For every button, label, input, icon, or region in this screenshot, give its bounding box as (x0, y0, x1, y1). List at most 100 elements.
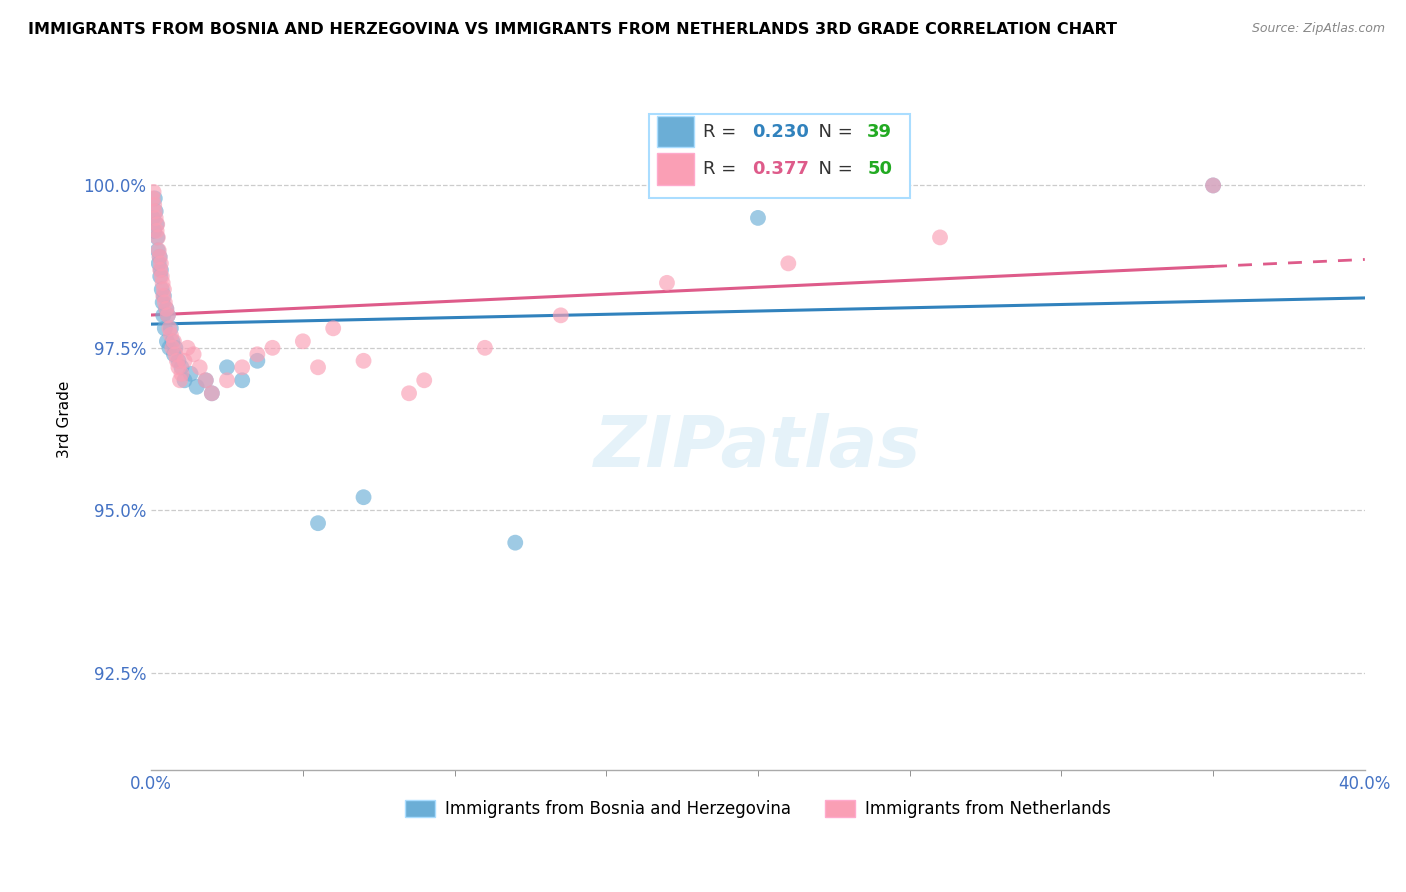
Point (165, 347, 187, 361)
Point (152, 289, 174, 303)
Point (413, 373, 436, 387)
Point (194, 373, 217, 387)
Point (153, 295, 176, 310)
Point (150, 282, 173, 296)
Point (156, 309, 179, 323)
Point (167, 360, 190, 375)
Point (778, 256, 800, 270)
Point (291, 334, 314, 349)
Text: N =: N = (807, 160, 858, 178)
Point (655, 276, 678, 290)
Point (353, 490, 375, 504)
Point (153, 289, 176, 303)
Point (176, 341, 198, 355)
Point (142, 191, 165, 205)
Point (142, 211, 165, 225)
Point (156, 334, 179, 349)
Text: ZIPatlas: ZIPatlas (595, 413, 922, 482)
FancyBboxPatch shape (657, 153, 693, 185)
Point (145, 218, 167, 232)
Point (180, 367, 202, 381)
Point (169, 373, 191, 387)
Legend: Immigrants from Bosnia and Herzegovina, Immigrants from Netherlands: Immigrants from Bosnia and Herzegovina, … (399, 793, 1118, 825)
Point (162, 341, 184, 355)
Point (152, 309, 174, 323)
Text: 50: 50 (868, 160, 893, 178)
Point (146, 230, 169, 244)
Point (157, 321, 180, 335)
Text: 39: 39 (868, 123, 893, 141)
Point (353, 353, 375, 368)
FancyBboxPatch shape (657, 116, 693, 147)
Point (163, 334, 186, 349)
Point (143, 224, 166, 238)
Point (149, 256, 172, 270)
Point (194, 373, 217, 387)
Point (143, 204, 166, 219)
Point (160, 327, 183, 342)
Point (142, 185, 165, 199)
Point (166, 353, 188, 368)
Point (146, 230, 169, 244)
Text: Source: ZipAtlas.com: Source: ZipAtlas.com (1251, 22, 1385, 36)
Point (143, 191, 166, 205)
Point (231, 360, 253, 375)
Point (160, 321, 183, 335)
Point (146, 218, 169, 232)
Point (246, 347, 269, 361)
Point (186, 380, 208, 394)
Point (398, 386, 420, 401)
Point (155, 301, 177, 316)
Point (246, 353, 269, 368)
Point (145, 204, 167, 219)
Point (149, 263, 172, 277)
Point (322, 321, 344, 335)
Point (145, 224, 167, 238)
FancyBboxPatch shape (648, 114, 910, 198)
Point (148, 256, 170, 270)
Point (145, 211, 167, 225)
Point (163, 347, 186, 361)
Point (1202, 178, 1225, 193)
Point (215, 373, 238, 387)
Point (146, 244, 169, 258)
Text: R =: R = (703, 123, 742, 141)
Point (307, 516, 329, 531)
Point (152, 295, 174, 310)
Point (157, 341, 180, 355)
Point (149, 250, 172, 264)
Text: N =: N = (807, 123, 858, 141)
Point (149, 263, 172, 277)
Point (231, 373, 253, 387)
Text: 0.230: 0.230 (752, 123, 808, 141)
Point (262, 341, 284, 355)
Point (148, 244, 170, 258)
Point (153, 282, 176, 296)
Point (156, 309, 179, 323)
Point (153, 321, 176, 335)
Point (150, 269, 173, 284)
Point (1202, 178, 1225, 193)
Point (143, 198, 166, 212)
Point (307, 360, 329, 375)
Point (165, 341, 187, 355)
Point (173, 353, 195, 368)
Point (201, 386, 224, 401)
Point (173, 373, 195, 387)
Point (155, 301, 177, 316)
Point (152, 276, 174, 290)
Point (167, 353, 190, 368)
Point (162, 334, 184, 349)
Point (215, 360, 238, 375)
Y-axis label: 3rd Grade: 3rd Grade (58, 381, 72, 458)
Point (149, 269, 172, 284)
Text: IMMIGRANTS FROM BOSNIA AND HERZEGOVINA VS IMMIGRANTS FROM NETHERLANDS 3RD GRADE : IMMIGRANTS FROM BOSNIA AND HERZEGOVINA V… (28, 22, 1118, 37)
Point (929, 230, 952, 244)
Point (201, 386, 224, 401)
Point (747, 211, 769, 225)
Text: 0.377: 0.377 (752, 160, 808, 178)
Point (183, 347, 205, 361)
Point (149, 250, 172, 264)
Point (550, 309, 572, 323)
Point (188, 360, 211, 375)
